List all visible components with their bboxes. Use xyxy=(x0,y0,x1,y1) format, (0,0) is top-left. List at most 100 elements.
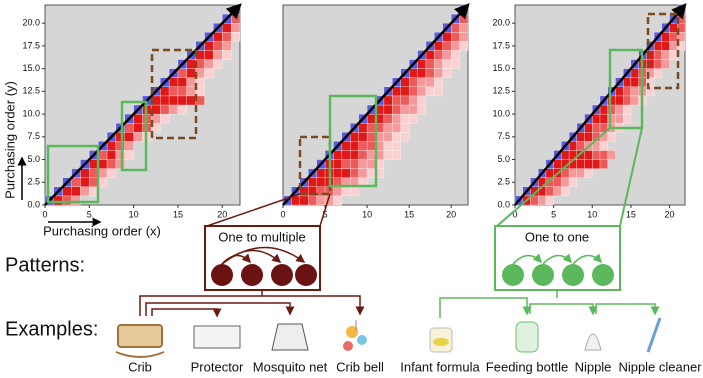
heat-cell xyxy=(383,113,393,124)
heat-cell xyxy=(425,50,435,60)
y-tick-label: 15.0 xyxy=(492,63,510,73)
y-tick-label: 0.0 xyxy=(497,199,510,209)
heat-cell xyxy=(630,86,639,97)
heat-cell xyxy=(442,59,452,69)
heat-cell xyxy=(592,159,601,169)
heat-cell xyxy=(561,150,570,160)
x-tick-label: 10 xyxy=(129,209,139,219)
heat-cell xyxy=(400,77,410,87)
heat-cell xyxy=(425,77,435,87)
heat-cell xyxy=(661,59,670,69)
heat-cell xyxy=(623,95,632,106)
heat-cell xyxy=(333,168,343,178)
heat-cell xyxy=(434,86,443,97)
heat-cell xyxy=(333,195,343,206)
heat-cell xyxy=(204,50,214,60)
heat-cell xyxy=(341,186,351,197)
heat-cell xyxy=(408,104,418,115)
heat-cell xyxy=(599,150,608,160)
heat-cell xyxy=(451,50,460,60)
heat-cell xyxy=(204,59,214,69)
heat-cell xyxy=(71,186,81,197)
heat-cell xyxy=(213,41,223,51)
heat-cell xyxy=(408,86,418,97)
heat-cell xyxy=(408,68,418,78)
heat-cell xyxy=(160,86,170,97)
heat-cell xyxy=(653,59,662,69)
example-item: Feeding bottle xyxy=(486,359,568,374)
patterns-label: Patterns: xyxy=(5,254,85,276)
heat-cell xyxy=(584,123,593,133)
heat-cell xyxy=(417,95,427,106)
example-item: Nipple xyxy=(575,359,612,374)
example-item: Mosquito net xyxy=(253,359,328,374)
heat-cell xyxy=(366,168,376,178)
x-tick-label: 20 xyxy=(217,209,227,219)
heat-cell xyxy=(442,32,452,42)
heat-cell xyxy=(392,95,401,106)
heat-cell xyxy=(358,123,368,133)
heat-cell xyxy=(576,159,585,169)
heat-cell xyxy=(623,86,632,97)
heat-cell xyxy=(623,113,632,124)
heat-cell xyxy=(400,104,410,115)
heat-cell xyxy=(160,104,170,115)
heat-cell xyxy=(576,132,585,142)
heat-cell xyxy=(630,68,639,78)
heat-cell xyxy=(615,113,624,124)
pattern-label: One to multiple xyxy=(218,229,305,244)
x-tick-label: 15 xyxy=(404,209,414,219)
heat-cell xyxy=(459,23,469,33)
y-tick-label: 10.0 xyxy=(22,108,40,118)
heat-cell xyxy=(383,104,393,115)
x-tick-label: 0 xyxy=(42,209,47,219)
heat-cell xyxy=(442,68,452,78)
heat-cell xyxy=(451,23,460,33)
heat-cell xyxy=(599,141,608,151)
heat-cell xyxy=(434,77,443,87)
heat-cell xyxy=(392,150,401,160)
heat-cell xyxy=(333,150,343,160)
heat-cell xyxy=(661,41,670,51)
y-tick-label: 20.0 xyxy=(22,18,40,28)
x-tick-label: 5 xyxy=(87,209,92,219)
heat-cell xyxy=(366,150,376,160)
heat-cell xyxy=(434,41,443,51)
heat-cell xyxy=(383,141,393,151)
example-links xyxy=(139,290,660,318)
heatmap: 0 5 10 15 20 xyxy=(280,3,470,219)
heat-cell xyxy=(607,150,616,160)
heat-cell xyxy=(400,113,410,124)
heat-cell xyxy=(350,150,359,160)
heat-cell xyxy=(53,195,63,206)
heat-cell xyxy=(553,159,562,169)
heat-cell xyxy=(333,186,343,197)
heat-cell xyxy=(568,177,577,187)
heat-cell xyxy=(341,150,351,160)
heat-cell xyxy=(383,132,393,142)
heat-cell xyxy=(222,23,232,33)
heat-cell xyxy=(553,177,562,187)
heat-cell xyxy=(592,123,601,133)
heat-cell xyxy=(133,132,143,142)
heat-cell xyxy=(576,168,585,178)
heat-cell xyxy=(417,59,427,69)
heat-cell xyxy=(316,195,326,206)
heat-cell xyxy=(599,159,608,169)
heat-cell xyxy=(383,95,393,106)
heat-cell xyxy=(400,132,410,142)
heat-cell xyxy=(222,50,232,60)
heatmaps: 0 5 10 15 20 0.0 2.5 5.0 7.5 10.0 12.5 15.0 17.5 20.0… xyxy=(22,3,687,219)
heat-cell xyxy=(115,159,125,169)
heat-cell xyxy=(341,141,351,151)
heat-cell xyxy=(599,113,608,124)
heat-cell xyxy=(434,68,443,78)
x-tick-label: 15 xyxy=(626,209,636,219)
y-tick-label: 17.5 xyxy=(22,40,40,50)
heat-cell xyxy=(592,113,601,124)
example-item: Nipple cleaner xyxy=(618,359,702,374)
diagonal-arrow xyxy=(44,3,242,206)
x-tick-label: 5 xyxy=(551,209,556,219)
heat-cell xyxy=(350,159,359,169)
heat-cell xyxy=(186,68,196,78)
